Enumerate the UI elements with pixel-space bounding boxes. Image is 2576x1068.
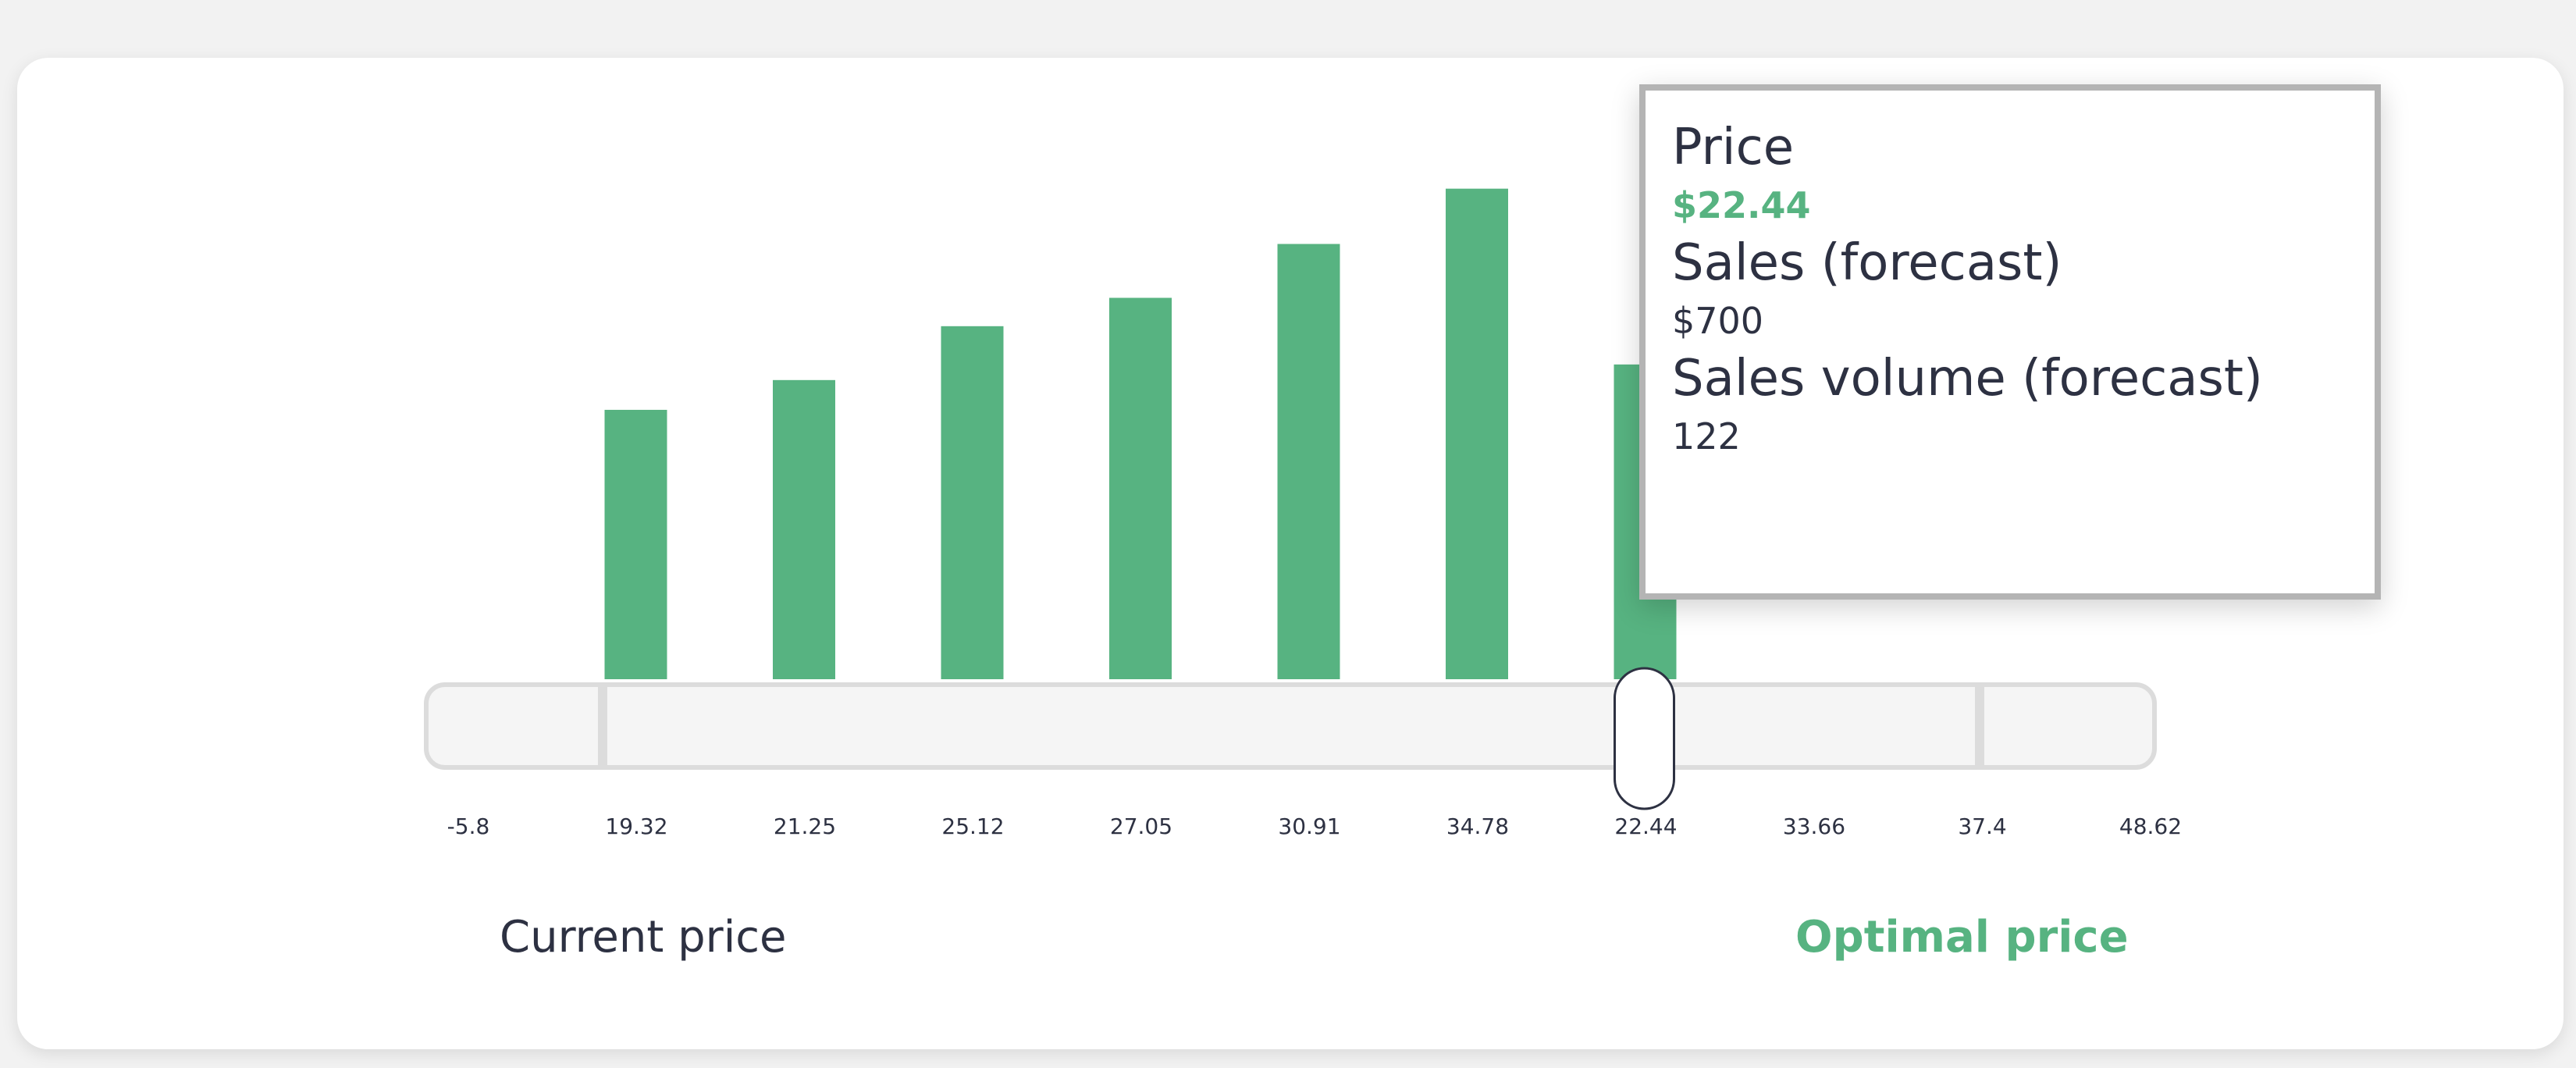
- slider-marker: [598, 687, 607, 765]
- tooltip-sales-value: $700: [1672, 300, 1764, 342]
- current-price-label: Current price: [500, 912, 787, 963]
- tick-label: 25.12: [941, 813, 1004, 839]
- tick-label: 22.44: [1614, 813, 1677, 839]
- tick-label: 37.4: [1958, 813, 2006, 839]
- bar[interactable]: [1277, 244, 1340, 679]
- tooltip-price-label: Price: [1672, 119, 1795, 176]
- bar[interactable]: [773, 379, 835, 679]
- tick-label: 21.25: [774, 813, 836, 839]
- bar[interactable]: [1446, 188, 1508, 679]
- tooltip-volume-label: Sales volume (forecast): [1672, 350, 2263, 408]
- bar[interactable]: [941, 326, 1004, 679]
- tick-label: 19.32: [605, 813, 667, 839]
- slider-handle[interactable]: [1614, 667, 1675, 810]
- price-slider[interactable]: [424, 667, 2157, 810]
- tick-label: 48.62: [2119, 813, 2182, 839]
- tooltip-sales-label: Sales (forecast): [1672, 234, 2062, 292]
- optimal-price-label: Optimal price: [1795, 912, 2129, 963]
- bar[interactable]: [604, 409, 667, 679]
- slider-marker: [1975, 687, 1984, 765]
- tooltip-volume-value: 122: [1672, 415, 1741, 457]
- tick-label: -5.8: [447, 813, 490, 839]
- slider-track[interactable]: [424, 682, 2157, 770]
- tick-label: 34.78: [1446, 813, 1509, 839]
- tick-labels: -5.8 19.32 21.25 25.12 27.05 30.91 34.78 22.44 3…: [447, 813, 2182, 839]
- tick-label: 33.66: [1783, 813, 1845, 839]
- tick-label: 27.05: [1110, 813, 1172, 839]
- tick-label: 30.91: [1278, 813, 1340, 839]
- tooltip-price-value: $22.44: [1672, 184, 1811, 226]
- bars-layer: [604, 188, 1677, 679]
- bar[interactable]: [1109, 297, 1172, 679]
- price-tooltip: Price $22.44 Sales (forecast) $700 Sales…: [1639, 84, 2381, 600]
